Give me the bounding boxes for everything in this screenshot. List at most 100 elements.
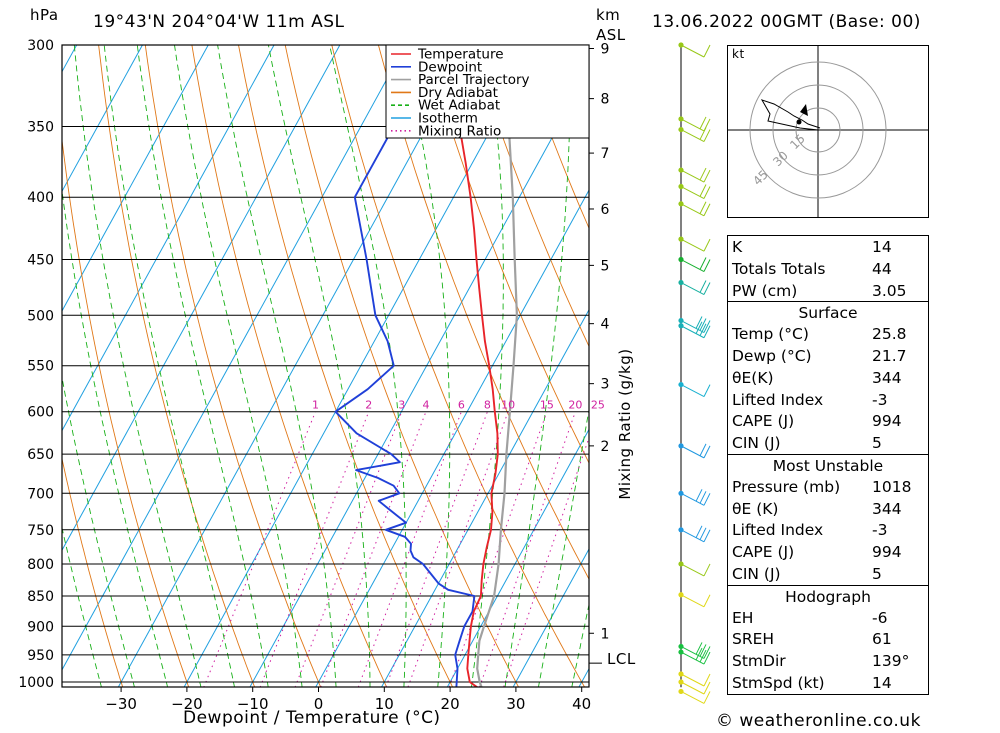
pressure-tick-label: 350 <box>27 120 54 136</box>
hodograph-trace <box>760 99 821 131</box>
mixing-ratio-tick-label: 6 <box>458 399 465 412</box>
wet-adiabat-line <box>73 45 202 687</box>
wind-barb-feather <box>699 116 707 130</box>
wind-barb-shaft <box>680 44 705 58</box>
parcel-trajectory-profile <box>476 45 519 687</box>
wind-barb <box>678 525 711 543</box>
wind-barb-feather <box>699 280 707 293</box>
wind-barb <box>678 489 711 506</box>
wind-barb-shaft <box>680 118 705 132</box>
isotherm-line <box>62 45 275 432</box>
datetime-title: 13.06.2022 00GMT (Base: 00) <box>652 12 921 32</box>
wind-barb-feather <box>699 167 707 181</box>
wind-barb-feather <box>699 644 707 657</box>
legend-label: Mixing Ratio <box>418 123 501 139</box>
index-row-k: K 14 <box>732 238 892 256</box>
wind-barb <box>678 201 711 217</box>
wind-barb-feather <box>703 445 711 459</box>
most-unstable-row: Lifted Index -3 <box>732 521 888 540</box>
wind-barb-feather <box>703 44 711 58</box>
wind-barb-shaft <box>680 681 705 695</box>
dry-adiabat-line <box>930 0 1000 708</box>
wind-barb-shaft <box>680 673 705 687</box>
hodograph-ring-label: 45 <box>750 167 771 188</box>
dry-adiabat-line <box>471 45 589 348</box>
hodograph-unit: kt <box>732 47 745 61</box>
wind-barb-feather <box>695 316 703 329</box>
pressure-tick-label: 650 <box>27 447 54 463</box>
wind-barb-shaft <box>680 594 705 608</box>
most-unstable-row: CAPE (J) 994 <box>732 543 902 562</box>
wind-barb <box>678 561 711 577</box>
wind-barb <box>678 126 711 143</box>
wind-barb-feather <box>703 169 711 183</box>
mixing-ratio-axis-title: Mixing Ratio (g/kg) <box>616 348 634 500</box>
wind-barb-feather <box>699 527 707 541</box>
wind-barb <box>678 183 711 199</box>
wind-barb-feather <box>703 529 711 543</box>
asl-label: ASL <box>596 26 626 44</box>
dry-adiabat-line <box>975 0 1000 708</box>
pressure-tick-label: 750 <box>27 523 54 539</box>
wind-barb-feather <box>703 238 711 252</box>
wind-barb-feather <box>703 203 711 217</box>
wind-barb <box>678 236 711 252</box>
isotherm-line <box>446 428 589 687</box>
pressure-tick-label: 800 <box>27 557 54 573</box>
legend-label: Isotherm <box>418 111 478 127</box>
hodograph-panel: kt 15 30 45 <box>727 45 929 218</box>
km-tick-label: 9 <box>601 42 610 58</box>
km-tick-label: 4 <box>601 317 610 333</box>
hodograph-row: StmSpd (kt) 14 <box>732 673 892 692</box>
wind-barb <box>678 321 711 339</box>
wind-barb-feather <box>699 184 707 197</box>
pressure-tick-label: 500 <box>27 308 54 324</box>
most-unstable-row: Pressure (mb) 1018 <box>732 477 912 496</box>
wind-barb-shaft <box>680 169 705 183</box>
wet-adiabat-line <box>504 45 571 687</box>
dry-adiabat-line <box>62 136 190 687</box>
pressure-tick-label: 550 <box>27 359 54 375</box>
hpa-label: hPa <box>30 6 59 24</box>
isotherm-line <box>62 45 341 552</box>
wind-barb <box>678 167 711 183</box>
wind-barb-feather <box>695 642 703 655</box>
wind-barb-shaft <box>680 651 705 665</box>
isotherm-line <box>512 548 589 687</box>
wind-barb <box>678 42 711 58</box>
wind-barb-feather <box>703 384 711 397</box>
lcl-label: LCL <box>607 650 636 668</box>
hodograph-row: StmDir 139° <box>732 652 910 671</box>
dry-adiabat-line <box>98 45 256 687</box>
isotherm-line <box>315 189 589 687</box>
x-axis-title: Dewpoint / Temperature (°C) <box>183 708 441 728</box>
isotherm-line <box>62 45 209 312</box>
wind-barb-feather <box>703 259 711 272</box>
wind-barb-feather <box>703 651 711 665</box>
wind-barb-feather <box>699 257 707 270</box>
x-tick-label: 40 <box>572 695 591 713</box>
pressure-tick-label: 600 <box>27 405 54 421</box>
x-tick-label: −20 <box>171 695 203 713</box>
surface-heading: Surface <box>728 301 928 323</box>
wind-barb-shaft <box>680 129 705 143</box>
wind-barb <box>678 279 711 295</box>
mixing-ratio-tick-label: 15 <box>540 399 554 412</box>
wind-barb <box>678 443 711 459</box>
wind-barb-shaft <box>680 259 705 272</box>
wind-barb-shaft <box>680 203 705 217</box>
hodograph-arrow-icon <box>800 104 808 116</box>
wind-barb-shaft <box>680 325 705 339</box>
location-title: 19°43'N 204°04'W 11m ASL <box>93 12 345 32</box>
surface-row: CIN (J) 5 <box>732 434 882 453</box>
wind-barb-feather <box>699 201 707 215</box>
km-tick-label: 7 <box>601 146 610 162</box>
pressure-tick-label: 450 <box>27 253 54 269</box>
wind-barb <box>678 642 711 659</box>
pressure-tick-label: 950 <box>27 648 54 664</box>
mixing-ratio-tick-label: 20 <box>568 399 582 412</box>
wet-adiabat-line <box>571 602 589 687</box>
pressure-tick-label: 400 <box>27 190 54 206</box>
surface-row: Temp (°C) 25.8 <box>732 325 907 344</box>
